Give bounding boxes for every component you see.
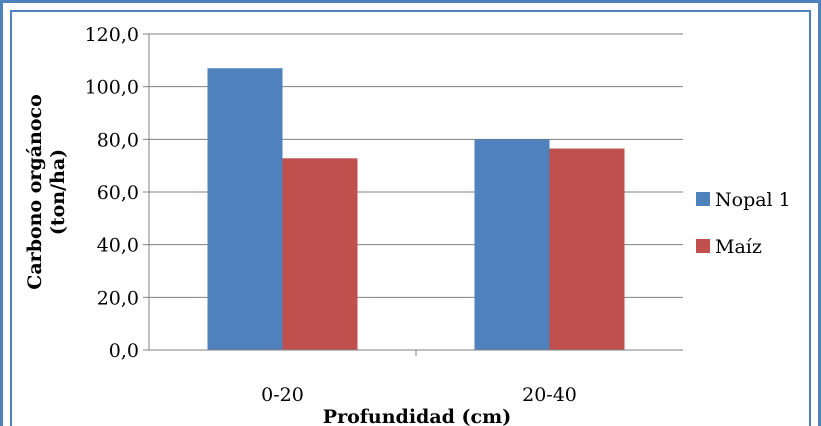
- x-tick-labels: 0-20 20-40: [261, 350, 577, 406]
- bars: [207, 68, 625, 350]
- y-axis-title-line2: (ton/ha): [47, 149, 69, 235]
- bar-nopal-1-20-40: [474, 139, 550, 350]
- y-tick-label: 20,0: [97, 287, 139, 309]
- legend: Nopal 1 Maíz: [696, 189, 791, 258]
- y-axis-title-line1: Carbono orgánoco: [24, 94, 46, 290]
- x-axis-title: Profundidad (cm): [323, 406, 511, 426]
- y-tick-label: 100,0: [85, 77, 139, 99]
- y-tick-label: 0,0: [109, 340, 139, 362]
- legend-label-nopal: Nopal 1: [715, 189, 791, 211]
- y-tick-label: 80,0: [97, 129, 139, 151]
- bar-ma-z-20-40: [549, 148, 625, 350]
- x-tick-label: 20-40: [522, 384, 577, 406]
- bar-ma-z-0-20: [282, 158, 358, 350]
- legend-label-maiz: Maíz: [715, 236, 762, 258]
- legend-swatch-maiz: [696, 239, 710, 253]
- bar-nopal-1-0-20: [207, 68, 283, 350]
- y-tick-label: 40,0: [97, 235, 139, 257]
- y-tick-labels: 0,0 20,0 40,0 60,0 80,0 100,0 120,0: [85, 24, 139, 362]
- chart-inner-border: [10, 10, 811, 426]
- y-tick-label: 60,0: [97, 182, 139, 204]
- x-tick-label: 0-20: [261, 384, 304, 406]
- y-tick-label: 120,0: [85, 24, 139, 46]
- legend-swatch-nopal: [696, 192, 710, 206]
